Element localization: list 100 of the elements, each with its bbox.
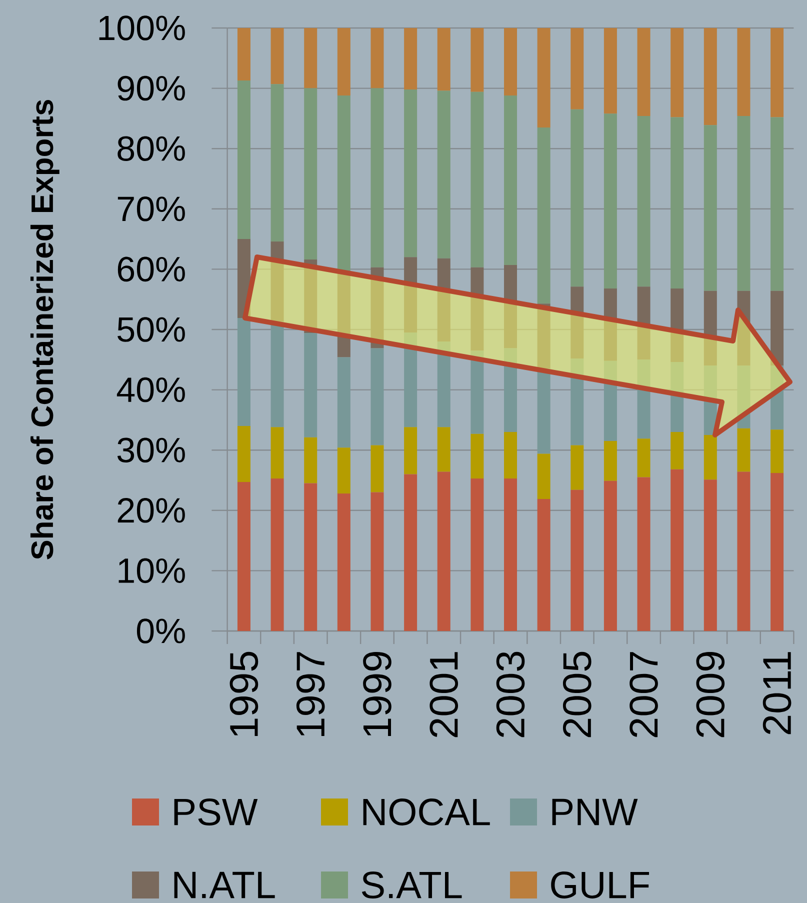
bar xyxy=(537,498,550,631)
legend-label: PSW xyxy=(174,798,258,826)
bar xyxy=(604,114,617,288)
bar xyxy=(304,88,318,260)
bar xyxy=(270,427,284,478)
bar xyxy=(437,472,450,631)
bar xyxy=(737,428,750,472)
bar xyxy=(670,117,684,288)
bar xyxy=(704,125,717,291)
bar xyxy=(370,348,384,446)
legend-label: S.ATL xyxy=(362,872,462,898)
bar xyxy=(670,362,684,432)
bar xyxy=(370,445,384,492)
bar xyxy=(470,92,484,268)
bar xyxy=(337,357,350,448)
bar xyxy=(604,288,617,361)
bar xyxy=(270,478,284,631)
bar xyxy=(737,28,750,116)
bar xyxy=(504,432,518,478)
bar xyxy=(770,430,784,474)
bar xyxy=(304,483,318,631)
bar xyxy=(704,366,717,436)
bar xyxy=(304,28,318,88)
bar xyxy=(437,427,450,472)
legend-label: PNW xyxy=(552,798,638,826)
bar xyxy=(604,360,617,442)
bar xyxy=(237,80,250,240)
bar xyxy=(370,492,384,631)
y-tick-label: 90% xyxy=(118,76,185,101)
bar xyxy=(670,469,684,631)
bar xyxy=(404,474,418,631)
bar xyxy=(570,109,584,287)
legend-label: GULF xyxy=(551,872,650,898)
bar xyxy=(504,264,518,348)
bar xyxy=(637,286,650,360)
bar xyxy=(637,477,650,631)
bar xyxy=(537,127,550,304)
bar xyxy=(370,88,384,268)
bar xyxy=(370,28,384,88)
bar xyxy=(270,84,284,242)
y-tick-label: 100% xyxy=(99,16,185,40)
bar xyxy=(570,28,584,110)
y-tick-label: 10% xyxy=(118,558,185,584)
bar xyxy=(304,260,318,334)
bar xyxy=(770,28,784,118)
bar xyxy=(637,28,650,116)
bar xyxy=(304,333,318,438)
y-axis-title: Share of Containerized Exports xyxy=(30,100,60,560)
bar xyxy=(437,90,450,258)
x-tick-label: 2009 xyxy=(696,652,725,738)
bar xyxy=(537,304,550,369)
bar xyxy=(437,258,450,342)
bar xyxy=(404,427,418,474)
bar xyxy=(370,267,384,348)
bar xyxy=(404,257,418,333)
y-tick-label: 40% xyxy=(116,377,185,402)
bar xyxy=(470,28,484,92)
bar xyxy=(704,290,717,366)
bar xyxy=(704,435,717,480)
bar xyxy=(237,426,250,482)
bar xyxy=(537,454,550,499)
bar xyxy=(770,290,784,366)
bar xyxy=(637,360,650,439)
bar xyxy=(604,480,617,631)
x-tick-label: 2003 xyxy=(496,652,525,738)
y-tick-label: 30% xyxy=(117,438,185,462)
bar xyxy=(637,116,650,287)
bar xyxy=(337,494,350,631)
bar xyxy=(570,358,584,446)
bar xyxy=(470,267,484,351)
bar xyxy=(770,366,784,430)
bar xyxy=(237,239,250,318)
bar xyxy=(704,480,717,631)
bar xyxy=(504,96,518,265)
bar xyxy=(504,478,518,631)
y-tick-label: 0% xyxy=(136,618,185,644)
x-tick-label: 2001 xyxy=(430,652,458,738)
y-tick-label: 60% xyxy=(118,256,185,282)
bar xyxy=(637,438,650,478)
bar xyxy=(737,116,750,291)
bar xyxy=(770,117,784,291)
bar xyxy=(237,28,250,80)
bar xyxy=(270,322,284,428)
bar xyxy=(337,96,350,272)
legend-label: N.ATL xyxy=(174,872,275,898)
bar xyxy=(237,482,250,631)
bar xyxy=(704,28,717,126)
x-tick-label: 1997 xyxy=(296,652,325,736)
x-tick-label: 2007 xyxy=(630,652,658,738)
bar xyxy=(737,472,750,631)
bar xyxy=(404,28,418,90)
bar xyxy=(537,28,550,128)
bar xyxy=(504,28,518,96)
bar xyxy=(470,350,484,434)
bar xyxy=(404,332,418,428)
bar xyxy=(404,89,418,258)
legend-label: NOCAL xyxy=(363,798,490,826)
bar xyxy=(570,490,584,631)
bar xyxy=(237,318,250,426)
bar xyxy=(570,286,584,358)
